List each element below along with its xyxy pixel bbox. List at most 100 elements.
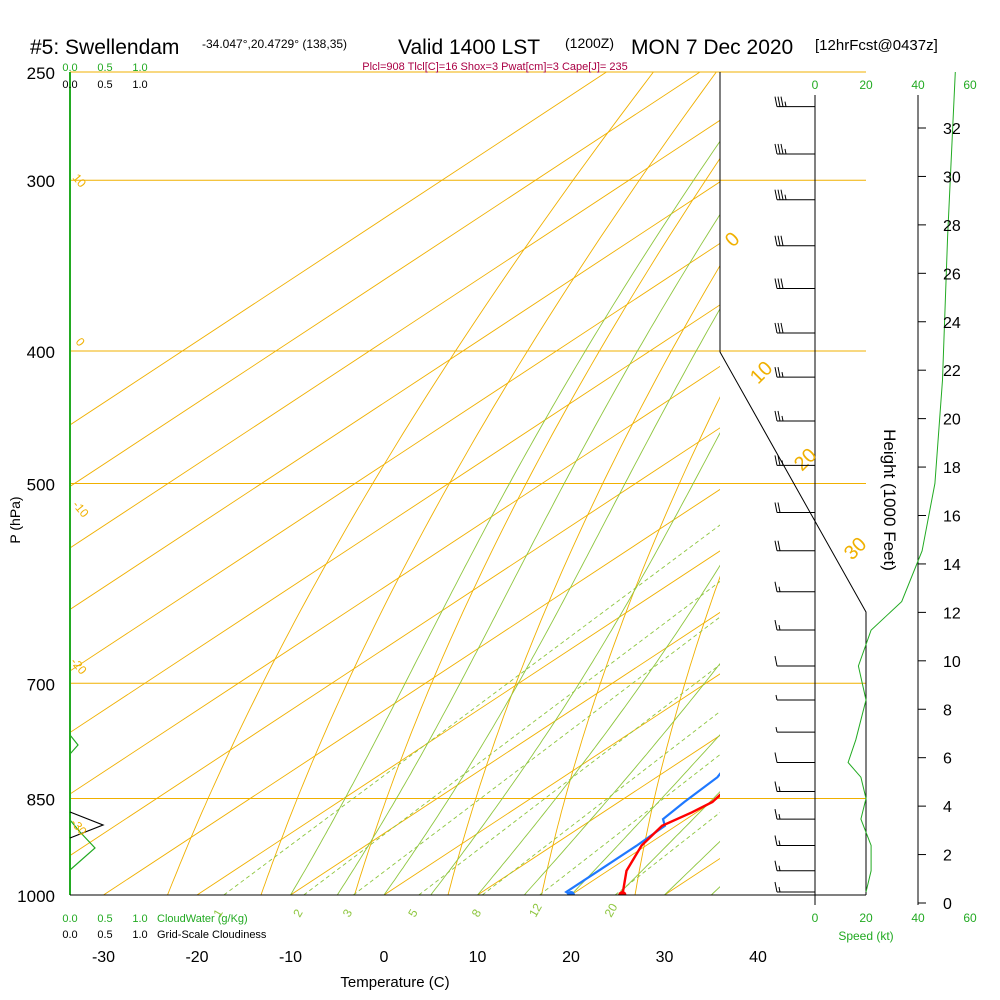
moist-adiabat-line bbox=[383, 307, 720, 895]
cloud-water-profile bbox=[69, 734, 79, 755]
wind-barb-flag bbox=[774, 410, 778, 422]
utc-time: (1200Z) bbox=[565, 35, 614, 51]
isotherm-line bbox=[70, 427, 720, 857]
height-tick-label: 0 bbox=[943, 896, 952, 913]
wind-barb-half bbox=[778, 814, 781, 820]
isotherm-line bbox=[477, 734, 720, 895]
dry-adiabat-line bbox=[447, 264, 720, 895]
pressure-tick-label: 700 bbox=[27, 675, 55, 694]
height-tick-label: 2 bbox=[943, 848, 952, 865]
wind-barb-flag bbox=[780, 143, 784, 155]
height-tick-label: 6 bbox=[943, 751, 952, 768]
temperature-tick-label: -20 bbox=[185, 949, 208, 966]
wind-barb-half bbox=[778, 865, 781, 871]
isotherm-label: 10 bbox=[70, 171, 90, 190]
isotherm-line bbox=[70, 365, 720, 795]
height-tick-label: 12 bbox=[943, 605, 961, 622]
temperature-tick-label: 30 bbox=[656, 949, 674, 966]
wind-barb-flag bbox=[774, 143, 778, 155]
wind-barb bbox=[774, 410, 815, 422]
wind-barb-flag bbox=[774, 881, 778, 893]
wind-barb bbox=[774, 619, 815, 631]
mixing-ratio-line bbox=[353, 616, 720, 895]
wind-barb-flag bbox=[774, 96, 778, 107]
cloud-water-tick-top: 1.0 bbox=[132, 62, 147, 74]
station-title: #5: Swellendam bbox=[30, 36, 179, 59]
wind-barb-half bbox=[781, 460, 784, 466]
pressure-tick-label: 500 bbox=[27, 476, 55, 495]
wind-barb-flag bbox=[774, 502, 778, 513]
isotherm-label: -10 bbox=[70, 498, 92, 521]
surface-temperature-dot bbox=[618, 891, 627, 895]
speed-tick-top: 0 bbox=[812, 78, 819, 92]
wind-barb-flag bbox=[777, 96, 781, 107]
height-tick-label: 18 bbox=[943, 460, 961, 477]
wind-barb-flag bbox=[777, 189, 781, 200]
cloudiness-tick-bottom: 0.0 bbox=[62, 929, 77, 941]
wind-barb-half bbox=[778, 586, 781, 592]
height-tick-label: 20 bbox=[943, 412, 961, 429]
wind-barb bbox=[774, 809, 815, 820]
cloud-water-label: CloudWater (g/Kg) bbox=[157, 913, 248, 925]
wind-barb bbox=[774, 835, 815, 846]
forecast-date: MON 7 Dec 2020 bbox=[631, 36, 793, 59]
wind-barb-flag bbox=[777, 278, 781, 289]
wind-barb-flag bbox=[780, 322, 784, 334]
mixing-ratio-label: 20 bbox=[602, 901, 621, 920]
isotherm-line bbox=[70, 181, 720, 611]
speed-tick-bottom: 60 bbox=[963, 911, 977, 925]
mixing-ratio-line bbox=[482, 710, 720, 895]
mixing-ratio-label: 2 bbox=[290, 906, 306, 919]
speed-tick-bottom: 20 bbox=[859, 911, 873, 925]
y-axis-label: P (hPa) bbox=[7, 496, 23, 543]
wind-barb bbox=[774, 581, 815, 593]
wind-barb bbox=[774, 189, 815, 201]
wind-barb-flag bbox=[774, 835, 778, 846]
wind-barb bbox=[775, 726, 815, 733]
wind-barb bbox=[774, 143, 815, 155]
wind-barb-half bbox=[784, 148, 787, 155]
speed-tick-bottom: 40 bbox=[911, 911, 925, 925]
moist-adiabat-line bbox=[430, 432, 720, 895]
dry-adiabat-line bbox=[541, 396, 720, 895]
speed-tick-top: 40 bbox=[911, 78, 925, 92]
wind-barb-flag bbox=[774, 752, 778, 763]
height-tick-label: 16 bbox=[943, 509, 961, 526]
height-tick-label: 28 bbox=[943, 218, 961, 235]
wind-barb-half bbox=[778, 786, 781, 792]
isotherm-label: 0 bbox=[721, 228, 744, 251]
isotherm-label: -20 bbox=[68, 655, 90, 678]
mixing-ratio-line bbox=[418, 664, 720, 895]
dry-adiabat-line bbox=[260, 72, 717, 895]
isotherm-label: 10 bbox=[746, 357, 777, 388]
dry-adiabat-line bbox=[354, 157, 720, 895]
wind-barb bbox=[774, 781, 815, 792]
valid-time: Valid 1400 LST bbox=[398, 36, 540, 59]
x-axis-label: Temperature (C) bbox=[340, 974, 449, 991]
dry-adiabat-line bbox=[167, 72, 654, 895]
moist-adiabat-line bbox=[290, 140, 720, 895]
isotherm-line bbox=[103, 488, 720, 895]
wind-barb-half bbox=[778, 886, 781, 893]
wind-barb-flag bbox=[774, 781, 778, 792]
pressure-tick-label: 1000 bbox=[17, 887, 55, 906]
isotherm-line bbox=[383, 673, 720, 895]
moist-adiabat-line bbox=[336, 213, 720, 895]
temperature-tick-label: 20 bbox=[562, 949, 580, 966]
wind-barb-flag bbox=[777, 455, 781, 466]
wind-barb-flag bbox=[774, 540, 778, 551]
cloud-water-profile-low bbox=[69, 819, 96, 871]
isotherm-line bbox=[70, 242, 720, 672]
wind-barb-flag bbox=[774, 655, 778, 667]
pressure-tick-label: 250 bbox=[27, 64, 55, 83]
wind-barb-flag bbox=[780, 189, 784, 200]
wind-barb-flag bbox=[777, 143, 781, 155]
wind-barb-flag bbox=[774, 581, 778, 592]
surface-dewpoint-dot bbox=[567, 891, 575, 895]
height-tick-label: 24 bbox=[943, 315, 961, 332]
mixing-ratio-label: 8 bbox=[469, 906, 485, 919]
isotherm-line bbox=[70, 304, 720, 734]
height-tick-label: 10 bbox=[943, 654, 961, 671]
wind-speed-profile bbox=[847, 71, 956, 893]
